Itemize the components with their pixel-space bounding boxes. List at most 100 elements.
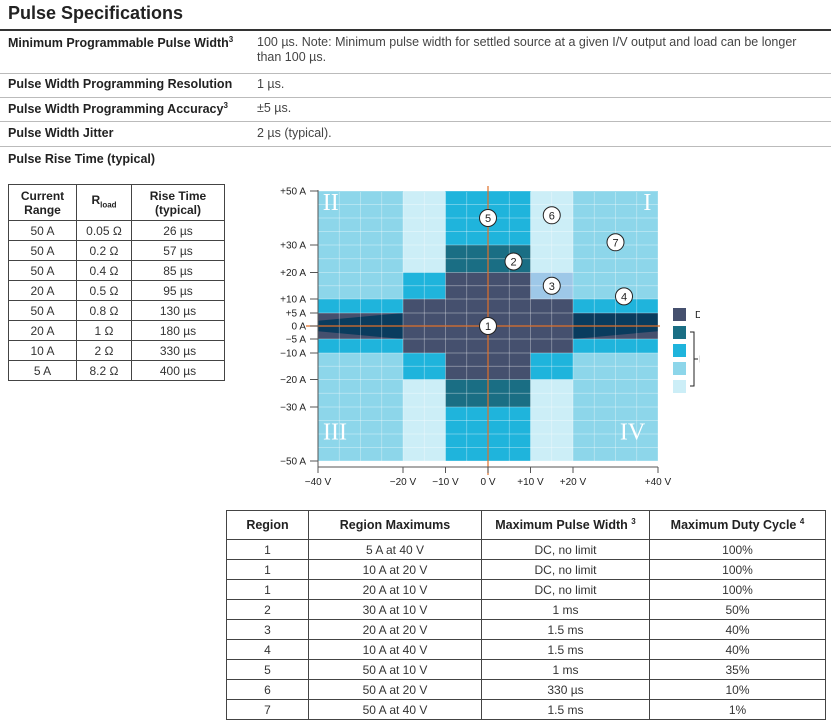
region-table: Region Region Maximums Maximum Pulse Wid… xyxy=(226,510,826,720)
table-cell: 1 ms xyxy=(481,599,650,620)
spec-row-min-pulse-width: Minimum Programmable Pulse Width3 100 µs… xyxy=(0,31,831,74)
spec-label: Pulse Rise Time (typical) xyxy=(8,152,156,166)
table-cell: 20 A at 10 V xyxy=(308,579,482,600)
table-cell: 100% xyxy=(649,539,826,560)
column-header: Current Range xyxy=(8,184,77,221)
y-tick-label: −50 A xyxy=(280,457,306,468)
region-marker-label: 1 xyxy=(485,321,491,333)
table-cell: 20 A xyxy=(8,320,77,341)
legend-swatch xyxy=(673,326,686,339)
table-cell: 50 A xyxy=(8,260,77,281)
table-cell: 330 µs xyxy=(481,679,650,700)
quadrant-label: III xyxy=(323,419,347,445)
y-tick-label: −30 A xyxy=(280,403,306,414)
x-tick-label: −10 V xyxy=(432,477,459,488)
table-cell: 95 µs xyxy=(131,280,225,301)
footnote-ref: 3 xyxy=(223,101,228,110)
table-row: 3 20 A at 20 V 1.5 ms 40% xyxy=(226,619,826,640)
y-tick-label: +20 A xyxy=(280,268,306,279)
table-row: 50 A 0.8 Ω 130 µs xyxy=(8,300,225,321)
table-cell: 50 A xyxy=(8,300,77,321)
table-cell: 40% xyxy=(649,619,826,640)
quadrant-label: II xyxy=(323,190,339,216)
table-cell: 5 xyxy=(226,659,309,680)
spec-label: Minimum Programmable Pulse Width xyxy=(8,36,229,51)
region-marker xyxy=(504,252,523,271)
table-row: 1 10 A at 20 V DC, no limit 100% xyxy=(226,559,826,580)
table-cell: 100% xyxy=(649,559,826,580)
legend-label-pulse: Pulse xyxy=(699,354,700,366)
x-tick-label: −40 V xyxy=(305,477,332,488)
column-header: Maximum Pulse Width 3 xyxy=(481,510,650,540)
table-cell: 100% xyxy=(649,579,826,600)
table-cell: 85 µs xyxy=(131,260,225,281)
table-cell: 1.5 ms xyxy=(481,619,650,640)
table-cell: 10 A at 40 V xyxy=(308,639,482,660)
table-row: 6 50 A at 20 V 330 µs 10% xyxy=(226,679,826,700)
table-cell: 50 A xyxy=(8,240,77,261)
column-header: Maximum Duty Cycle 4 xyxy=(649,510,826,540)
table-cell: 5 A xyxy=(8,360,77,381)
quadrant-label: I xyxy=(643,190,651,216)
table-cell: 1.5 ms xyxy=(481,639,650,660)
legend-swatch xyxy=(673,344,686,357)
table-header-row: Region Region Maximums Maximum Pulse Wid… xyxy=(226,510,826,540)
table-cell: 1% xyxy=(649,699,826,720)
spec-row-jitter: Pulse Width Jitter 2 µs (typical). xyxy=(0,121,831,147)
table-cell: 5 A at 40 V xyxy=(308,539,482,560)
table-cell: 130 µs xyxy=(131,300,225,321)
region-marker-label: 5 xyxy=(485,213,491,225)
table-cell: 10 A at 20 V xyxy=(308,559,482,580)
spec-label: Pulse Width Jitter xyxy=(8,126,114,140)
y-tick-label: −20 A xyxy=(280,375,306,386)
table-cell: 0.8 Ω xyxy=(76,300,132,321)
table-cell: 7 xyxy=(226,699,309,720)
table-cell: 0.5 Ω xyxy=(76,280,132,301)
table-cell: 20 A xyxy=(8,280,77,301)
x-tick-label: 0 V xyxy=(480,477,495,488)
region-marker-label: 4 xyxy=(621,291,627,303)
region-marker xyxy=(479,209,497,227)
legend-bracket xyxy=(690,331,695,387)
y-tick-label: +30 A xyxy=(280,241,306,252)
table-row: 50 A 0.2 Ω 57 µs xyxy=(8,240,225,261)
region-marker-label: 2 xyxy=(510,257,516,269)
table-cell: 1 Ω xyxy=(76,320,132,341)
table-cell: 3 xyxy=(226,619,309,640)
legend-swatch xyxy=(673,362,686,375)
region-marker xyxy=(542,206,561,225)
table-cell: 0.4 Ω xyxy=(76,260,132,281)
table-cell: 4 xyxy=(226,639,309,660)
quadrant-label: IV xyxy=(620,419,646,445)
y-tick-label: +5 A xyxy=(286,309,307,320)
y-tick-label: −5 A xyxy=(286,335,307,346)
table-cell: 50 A at 10 V xyxy=(308,659,482,680)
table-cell: 1 xyxy=(226,559,309,580)
region-marker-label: 6 xyxy=(549,210,555,222)
operating-region-chart: +50 A +30 A +20 A +10 A +5 A 0 A −5 A −10 A −20 … xyxy=(280,186,700,488)
spec-label: Pulse Width Programming Accuracy xyxy=(8,102,224,117)
x-tick-label: +10 V xyxy=(517,477,544,488)
table-cell: 2 Ω xyxy=(76,340,132,361)
table-cell: 8.2 Ω xyxy=(76,360,132,381)
spec-value: 2 µs (typical). xyxy=(257,126,332,140)
table-cell: 57 µs xyxy=(131,240,225,261)
table-cell: 6 xyxy=(226,679,309,700)
table-row: 7 50 A at 40 V 1.5 ms 1% xyxy=(226,699,826,720)
table-cell: 26 µs xyxy=(131,220,225,241)
table-cell: 2 xyxy=(226,599,309,620)
table-cell: 35% xyxy=(649,659,826,680)
table-header-row: Current Range Rload Rise Time (typical) xyxy=(8,184,225,221)
table-cell: 50% xyxy=(649,599,826,620)
table-cell: 20 A at 20 V xyxy=(308,619,482,640)
title-divider xyxy=(0,29,831,31)
y-tick-label: −10 A xyxy=(280,349,306,360)
table-cell: 0.05 Ω xyxy=(76,220,132,241)
table-cell: 50 A at 40 V xyxy=(308,699,482,720)
spec-row-rise-time: Pulse Rise Time (typical) xyxy=(0,146,831,170)
spec-row-resolution: Pulse Width Programming Resolution 1 µs. xyxy=(0,73,831,98)
